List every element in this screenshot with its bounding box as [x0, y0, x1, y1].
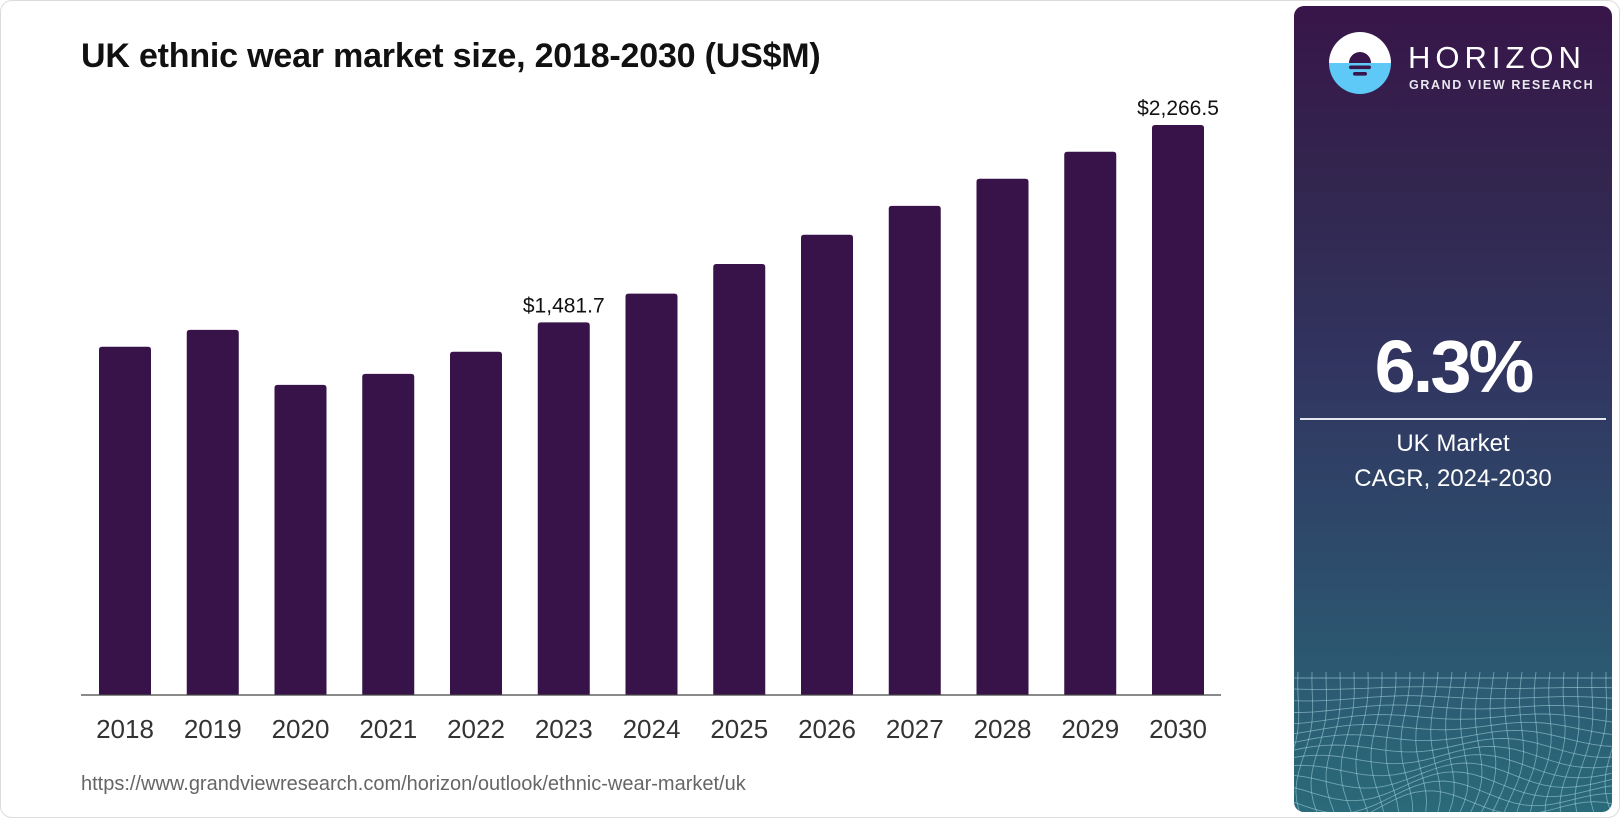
mesh-line [1294, 704, 1612, 713]
mesh-line [1559, 672, 1580, 812]
mesh-line [1529, 672, 1552, 812]
data-label-2030: $2,266.5 [1137, 97, 1219, 120]
mesh-line [1294, 686, 1612, 690]
bar-chart: 2018 2019 2020 2021 2022 2023 2024 2025 2026 2027… [81, 97, 1221, 744]
mesh-line [1355, 672, 1369, 812]
bar-2018 [99, 346, 151, 695]
logo-line-2 [1353, 72, 1367, 76]
bar-2024 [625, 293, 678, 695]
mesh-line [1294, 737, 1612, 758]
bar-2027 [888, 205, 941, 695]
mesh-line [1544, 672, 1566, 812]
mesh-line [1604, 747, 1612, 812]
x-tick-2027: 2027 [886, 714, 944, 744]
x-tick-2030: 2030 [1149, 714, 1207, 744]
mesh-line [1459, 672, 1469, 812]
source-url[interactable]: https://www.grandviewresearch.com/horizo… [81, 773, 746, 795]
mesh-line [1492, 672, 1511, 812]
mesh-line [1430, 672, 1441, 812]
mesh-line [1415, 672, 1428, 812]
bar-2025 [713, 263, 766, 695]
mesh-line [1516, 672, 1538, 812]
data-label-2023: $1,481.7 [523, 294, 605, 317]
bar-2028 [976, 178, 1029, 695]
mesh-line [1370, 672, 1385, 812]
bar-2026 [801, 234, 853, 696]
mesh-line [1294, 695, 1612, 702]
bar-2030 [1152, 125, 1204, 695]
x-tick-2018: 2018 [96, 714, 154, 744]
cagr-label-period: CAGR, 2024-2030 [1354, 465, 1552, 492]
x-tick-2023: 2023 [535, 714, 593, 744]
bar-2020 [274, 384, 327, 695]
mesh-line [1503, 672, 1524, 812]
x-tick-2029: 2029 [1061, 714, 1119, 744]
cagr-panel: HORIZON GRAND VIEW RESEARCH 6.3% UK Mark… [1294, 6, 1612, 812]
mesh-line [1294, 746, 1612, 769]
bar-2019 [186, 329, 239, 695]
x-tick-2025: 2025 [710, 714, 768, 744]
horizon-sun-logo-icon [1329, 32, 1391, 94]
brand-subtitle: GRAND VIEW RESEARCH [1409, 78, 1595, 92]
mesh-line [1294, 762, 1612, 789]
bar-2022 [450, 351, 502, 695]
mesh-line [1481, 672, 1497, 812]
mesh-line [1445, 672, 1455, 812]
x-tick-2022: 2022 [447, 714, 505, 744]
x-tick-labels: 2018 2019 2020 2021 2022 2023 2024 2025 2026 2027… [96, 714, 1207, 744]
cagr-divider [1300, 418, 1606, 420]
mesh-line [1385, 672, 1400, 812]
x-tick-2019: 2019 [184, 714, 242, 744]
data-labels: $1,481.7 $2,266.5 [523, 97, 1219, 317]
brand-name: HORIZON [1408, 40, 1586, 75]
mesh-line [1400, 672, 1414, 812]
x-tick-2028: 2028 [974, 714, 1032, 744]
bar-2021 [362, 373, 415, 695]
bar-2023 [537, 322, 590, 695]
mesh-line [1340, 672, 1355, 812]
decorative-mesh-pattern [1294, 672, 1612, 812]
bar-2029 [1064, 151, 1117, 696]
logo-line-1 [1349, 65, 1371, 70]
mesh-line [1574, 672, 1594, 812]
bars-group [99, 125, 1204, 696]
mesh-line [1589, 672, 1608, 812]
x-tick-2026: 2026 [798, 714, 856, 744]
mesh-line [1310, 672, 1327, 812]
cagr-label-market: UK Market [1396, 430, 1510, 457]
mesh-line [1470, 672, 1483, 812]
mesh-line [1294, 754, 1612, 779]
mesh-line [1294, 672, 1300, 750]
logo-sun [1349, 52, 1371, 63]
x-tick-2021: 2021 [359, 714, 417, 744]
mesh-line [1325, 672, 1341, 812]
mesh-line [1294, 713, 1612, 725]
x-tick-2024: 2024 [623, 714, 681, 744]
x-tick-2020: 2020 [272, 714, 330, 744]
chart-title: UK ethnic wear market size, 2018-2030 (U… [81, 37, 821, 75]
cagr-value: 6.3% [1374, 325, 1535, 408]
mesh-line [1295, 672, 1314, 812]
mesh-line [1294, 721, 1612, 735]
